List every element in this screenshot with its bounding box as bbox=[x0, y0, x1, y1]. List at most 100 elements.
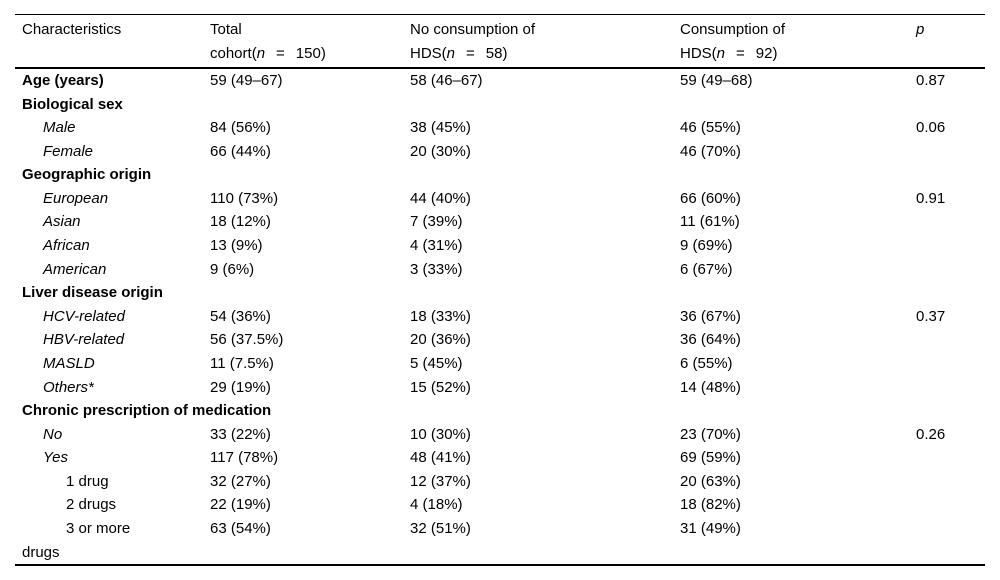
table-row-european: European 110 (73%) 44 (40%) 66 (60%) 0.9… bbox=[15, 187, 985, 211]
cell-hds: 69 (59%) bbox=[680, 449, 741, 467]
cell-p: 0.37 bbox=[916, 307, 946, 325]
cell-no-hds: 20 (30%) bbox=[410, 142, 471, 160]
cell-hds: 6 (55%) bbox=[680, 354, 733, 372]
cell-p: 0.91 bbox=[916, 189, 946, 207]
cell-hds: 36 (64%) bbox=[680, 331, 741, 349]
cell-hds: 6 (67%) bbox=[680, 260, 733, 278]
row-label: Liver disease origin bbox=[22, 284, 163, 302]
col-header-total-line1: Total bbox=[210, 21, 242, 38]
characteristics-table: Characteristics Total cohort(n = 150) No c… bbox=[15, 14, 985, 567]
cell-total: 32 (27%) bbox=[210, 472, 271, 490]
cell-no-hds: 15 (52%) bbox=[410, 378, 471, 396]
cell-hds: 20 (63%) bbox=[680, 472, 741, 490]
table-row-liver-disease-origin: Liver disease origin bbox=[15, 281, 985, 305]
row-label: HCV-related bbox=[43, 307, 125, 325]
cell-total: 33 (22%) bbox=[210, 425, 271, 443]
table-row-yes-medication: Yes 117 (78%) 48 (41%) 69 (59%) bbox=[15, 446, 985, 470]
cell-hds: 14 (48%) bbox=[680, 378, 741, 396]
col-header-consumption: Consumption of HDS(n = 92) bbox=[680, 18, 916, 65]
cell-total: 63 (54%) bbox=[210, 519, 271, 537]
row-label: European bbox=[43, 189, 109, 207]
row-label: No bbox=[43, 425, 63, 443]
table-row-male: Male 84 (56%) 38 (45%) 46 (55%) 0.06 bbox=[15, 116, 985, 140]
cell-no-hds: 58 (46–67) bbox=[410, 72, 483, 89]
cell-p bbox=[916, 517, 985, 541]
table-row-age: Age (years) 59 (49–67) 58 (46–67) 59 (49… bbox=[15, 69, 985, 93]
table-bottom-rule bbox=[15, 564, 985, 567]
row-label: Biological sex bbox=[22, 95, 123, 113]
cell-p: 0.87 bbox=[916, 72, 946, 89]
cell-no-hds: 12 (37%) bbox=[410, 472, 471, 490]
row-label: 2 drugs bbox=[66, 496, 117, 514]
cell-p bbox=[916, 493, 985, 517]
cell-p bbox=[916, 376, 985, 400]
cell-p bbox=[916, 234, 985, 258]
cell-total: 22 (19%) bbox=[210, 496, 271, 514]
row-label: Yes bbox=[43, 449, 69, 467]
cell-no-hds: 10 (30%) bbox=[410, 425, 471, 443]
equals-sign: = bbox=[736, 44, 745, 62]
cell-p bbox=[916, 140, 985, 164]
cell-hds: 46 (70%) bbox=[680, 142, 741, 160]
col-header-no-consumption-count: 58) bbox=[485, 44, 508, 62]
col-header-total-prefix: cohort( bbox=[210, 44, 257, 62]
table-header-rule bbox=[15, 67, 985, 69]
cell-p bbox=[916, 258, 985, 282]
col-header-no-consumption: No consumption of HDS(n = 58) bbox=[410, 18, 680, 65]
table-row-drugs-continuation: drugs bbox=[15, 541, 985, 565]
cell-total: 9 (6%) bbox=[210, 260, 255, 278]
cell-hds: 46 (55%) bbox=[680, 119, 741, 137]
row-label: American bbox=[43, 260, 107, 278]
cell-hds: 23 (70%) bbox=[680, 425, 741, 443]
cell-no-hds: 48 (41%) bbox=[410, 449, 471, 467]
cell-p bbox=[916, 328, 985, 352]
col-header-no-consumption-line1: No consumption of bbox=[410, 21, 536, 38]
table-row-masld: MASLD 11 (7.5%) 5 (45%) 6 (55%) bbox=[15, 352, 985, 376]
row-label: Asian bbox=[43, 213, 81, 231]
cell-no-hds: 4 (31%) bbox=[410, 237, 463, 255]
cell-total: 66 (44%) bbox=[210, 142, 271, 160]
cell-no-hds: 7 (39%) bbox=[410, 213, 463, 231]
cell-hds: 66 (60%) bbox=[680, 189, 741, 207]
cell-total: 18 (12%) bbox=[210, 213, 271, 231]
table-row-hcv-related: HCV-related 54 (36%) 18 (33%) 36 (67%) 0… bbox=[15, 305, 985, 329]
col-header-no-consumption-prefix: HDS( bbox=[410, 44, 447, 62]
cell-p bbox=[916, 470, 985, 494]
row-label: HBV-related bbox=[43, 331, 125, 349]
table-row-geographic-origin: Geographic origin bbox=[15, 163, 985, 187]
cell-total: 84 (56%) bbox=[210, 119, 271, 137]
cell-no-hds: 20 (36%) bbox=[410, 331, 471, 349]
cell-no-hds: 38 (45%) bbox=[410, 119, 471, 137]
table-row-3-or-more: 3 or more 63 (54%) 32 (51%) 31 (49%) bbox=[15, 517, 985, 541]
cell-total: 13 (9%) bbox=[210, 237, 263, 255]
table-row-asian: Asian 18 (12%) 7 (39%) 11 (61%) bbox=[15, 210, 985, 234]
cell-no-hds: 44 (40%) bbox=[410, 189, 471, 207]
cell-hds: 31 (49%) bbox=[680, 519, 741, 537]
col-header-consumption-count: 92) bbox=[755, 44, 778, 62]
col-header-p-value: p bbox=[916, 21, 925, 38]
cell-hds: 9 (69%) bbox=[680, 237, 733, 255]
table-row-african: African 13 (9%) 4 (31%) 9 (69%) bbox=[15, 234, 985, 258]
row-label: drugs bbox=[22, 543, 60, 561]
col-header-consumption-line1: Consumption of bbox=[680, 21, 786, 38]
row-label: Age (years) bbox=[22, 72, 104, 89]
row-label: 3 or more bbox=[66, 519, 131, 537]
cell-no-hds: 18 (33%) bbox=[410, 307, 471, 325]
cell-p: 0.06 bbox=[916, 119, 946, 137]
cell-no-hds: 4 (18%) bbox=[410, 496, 463, 514]
col-header-total-count: 150) bbox=[295, 44, 326, 62]
col-header-characteristics: Characteristics bbox=[22, 21, 122, 38]
row-label: 1 drug bbox=[66, 472, 109, 490]
cell-total: 11 (7.5%) bbox=[210, 354, 274, 372]
table-body: Age (years) 59 (49–67) 58 (46–67) 59 (49… bbox=[15, 69, 985, 564]
table-header: Characteristics Total cohort(n = 150) No c… bbox=[15, 15, 985, 67]
table-row-biological-sex: Biological sex bbox=[15, 93, 985, 117]
cell-total: 56 (37.5%) bbox=[210, 331, 284, 349]
table-row-hbv-related: HBV-related 56 (37.5%) 20 (36%) 36 (64%) bbox=[15, 328, 985, 352]
cell-p bbox=[916, 446, 985, 470]
cell-total: 54 (36%) bbox=[210, 307, 271, 325]
table-row-chronic-prescription: Chronic prescription of medication bbox=[15, 399, 985, 423]
cell-hds: 11 (61%) bbox=[680, 213, 740, 231]
col-header-total-cohort: Total cohort(n = 150) bbox=[210, 18, 410, 65]
table-row-2-drugs: 2 drugs 22 (19%) 4 (18%) 18 (82%) bbox=[15, 493, 985, 517]
